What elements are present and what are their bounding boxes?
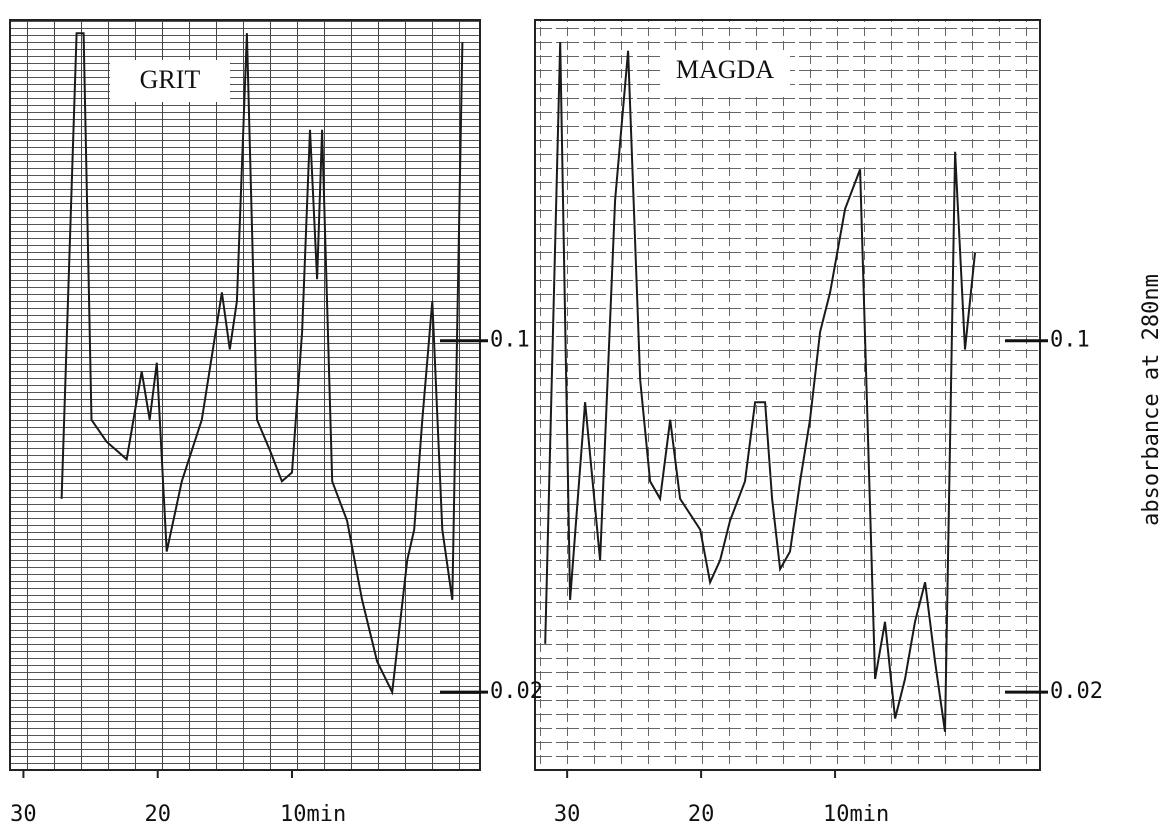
y-tick-label: 0.02 [490,679,543,704]
title-box [110,60,230,102]
y-tick-label: 0.02 [1050,679,1103,704]
x-tick-label: 20 [144,802,171,827]
chart-title: GRIT [140,65,201,94]
y-tick-label: 0.1 [490,328,530,353]
x-tick-label: 10min [280,802,346,827]
x-tick-label: 30 [10,802,37,827]
y-axis-label: absorbance at 280nm [1139,274,1164,526]
x-tick-label: 10min [823,802,889,827]
trace [544,41,976,732]
chart-paper [9,19,481,771]
y-tick-label: 0.1 [1050,328,1090,353]
title-box [660,50,790,92]
trace [60,32,464,696]
chart-title: MAGDA [676,55,774,84]
x-tick-label: 30 [554,802,581,827]
chart-paper [534,19,1041,771]
x-tick-label: 20 [688,802,715,827]
